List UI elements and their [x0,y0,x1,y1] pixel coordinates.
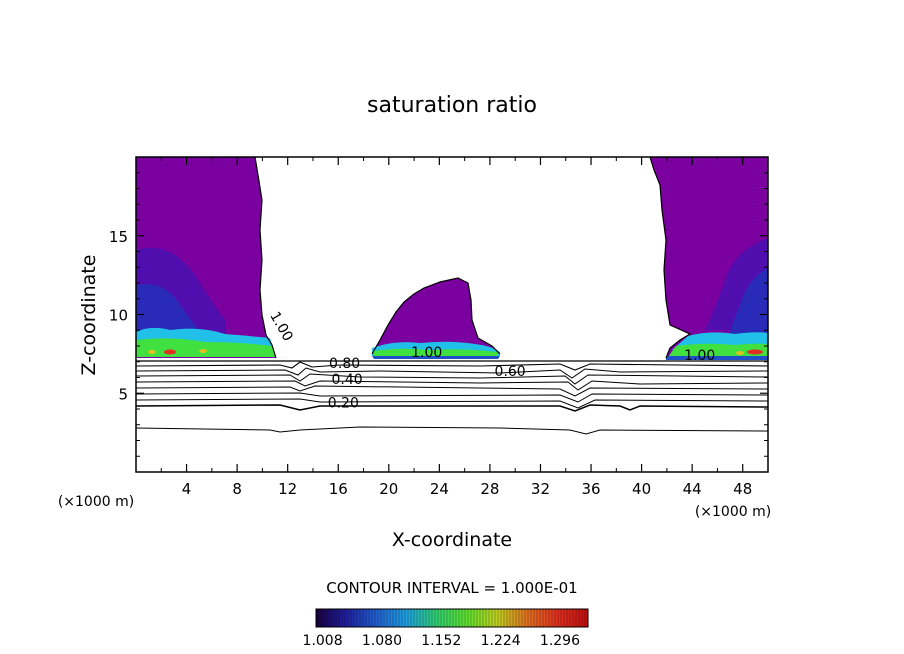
right-cloud-blue-base [666,356,768,360]
colorbar-label: 1.296 [540,633,580,649]
colorbar: 1.008 1.080 1.152 1.224 1.296 [303,608,589,649]
x-axis-ticks: 4 8 12 16 20 24 28 32 36 40 44 48 [160,157,752,498]
right-cloud-hotspot [736,351,744,355]
middle-cloud-saturated-region [372,278,500,354]
colorbar-label: 1.152 [421,633,461,649]
contour-line [136,426,768,435]
y-axis-ticks: 5 10 15 [109,172,768,457]
middle-cloud-blue-band [372,356,500,359]
right-cloud-inner-darkblue [728,268,768,338]
x-tick-label: 8 [232,480,242,498]
x-tick-label: 32 [531,480,550,498]
contour-line-1.00 [649,157,692,359]
x-tick-label: 48 [733,480,752,498]
contour-label: 0.80 [329,356,360,372]
right-cloud-hotspot [747,349,763,355]
contour-label: 0.40 [332,372,363,388]
colorbar-label: 1.008 [303,633,343,649]
y-tick-label: 10 [109,307,128,325]
colorbar-labels: 1.008 1.080 1.152 1.224 1.296 [303,633,581,649]
x-tick-label: 28 [480,480,499,498]
contour-line [136,385,768,397]
y-axis-label: Z-coordinate [78,255,100,376]
colorbar-stripes [317,609,586,627]
contour-label: 1.00 [684,348,715,364]
x-tick-label: 20 [379,480,398,498]
y-tick-label: 5 [118,385,128,403]
x-axis-unit: (×1000 m) [695,504,771,520]
contour-line-1.00 [254,157,277,359]
colorbar-label: 1.080 [362,633,402,649]
x-tick-label: 12 [278,480,297,498]
contour-line-1.00 [371,277,501,355]
contour-line [136,380,768,391]
x-tick-label: 44 [683,480,702,498]
contour-line [136,404,768,412]
x-tick-label: 24 [430,480,449,498]
plot-area [136,157,768,435]
chart-title: saturation ratio [367,93,537,118]
contour-label: 0.60 [495,364,526,380]
left-cloud-hotspot [148,350,156,354]
contour-label: 1.00 [411,345,442,361]
contour-line [136,373,768,385]
contour-line [136,361,768,371]
left-cloud-hotspot [164,349,176,355]
y-tick-label: 15 [109,228,128,246]
x-tick-label: 40 [632,480,651,498]
y-axis-unit: (×1000 m) [58,494,134,510]
colorbar-bar [315,608,589,628]
subsaturated-contour-lines [136,360,768,435]
x-axis-label: X-coordinate [392,529,512,551]
contour-label: 0.20 [328,395,359,411]
contour-line [136,392,768,403]
contour-interval-text: CONTOUR INTERVAL = 1.000E-01 [326,579,577,597]
contour-line [136,367,768,379]
x-tick-label: 4 [182,480,192,498]
contour-line [136,398,768,409]
x-tick-label: 36 [581,480,600,498]
left-cloud-inner-darkblue [136,284,205,340]
left-cloud-hotspot [199,349,207,353]
middle-cloud-green-band [374,348,498,357]
x-tick-label: 16 [329,480,348,498]
colorbar-label: 1.224 [481,633,521,649]
contour-labels: 1.001.00 1.000.80 0.600.400.20 [266,309,715,411]
